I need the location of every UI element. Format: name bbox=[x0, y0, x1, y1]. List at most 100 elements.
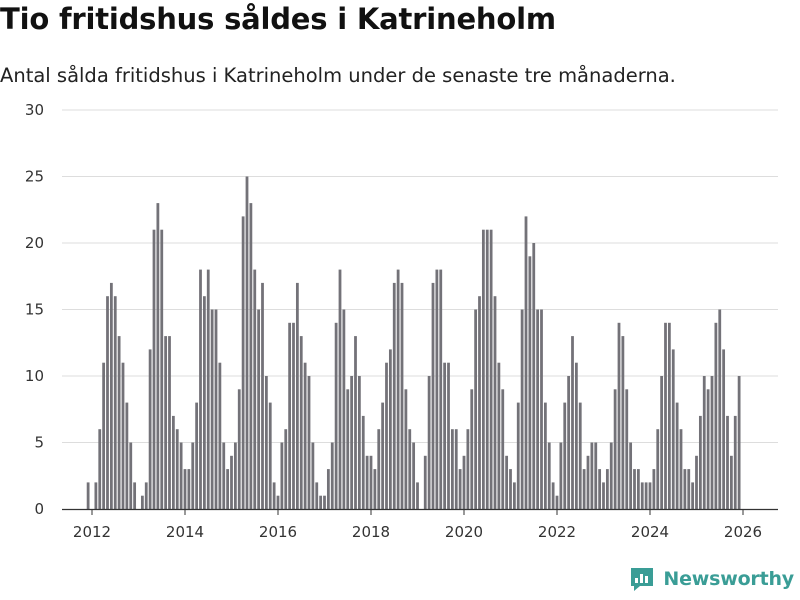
bar bbox=[346, 389, 350, 509]
bar bbox=[373, 469, 377, 509]
bar bbox=[439, 269, 443, 509]
bar bbox=[737, 376, 741, 509]
bar bbox=[602, 482, 605, 509]
bar bbox=[640, 482, 644, 509]
bar bbox=[338, 269, 342, 509]
bar bbox=[106, 296, 109, 509]
bar bbox=[311, 442, 315, 509]
bar bbox=[276, 495, 280, 509]
y-tick-label: 5 bbox=[34, 434, 44, 452]
bar bbox=[706, 389, 710, 509]
bar bbox=[261, 282, 264, 509]
bar bbox=[656, 429, 660, 509]
bar bbox=[512, 482, 516, 509]
bar bbox=[133, 482, 137, 509]
x-tick-label: 2012 bbox=[73, 523, 111, 541]
bar bbox=[578, 402, 582, 509]
bar bbox=[536, 309, 540, 509]
bar bbox=[447, 362, 450, 509]
bar bbox=[400, 282, 404, 509]
bar bbox=[695, 455, 698, 509]
bar bbox=[450, 429, 454, 509]
bar bbox=[629, 442, 633, 509]
bar bbox=[94, 482, 98, 509]
bar bbox=[206, 269, 210, 509]
bar bbox=[594, 442, 598, 509]
x-tick-label: 2020 bbox=[445, 523, 483, 541]
bar bbox=[652, 469, 656, 509]
bar bbox=[264, 376, 268, 509]
bar bbox=[470, 389, 474, 509]
y-tick-label: 20 bbox=[25, 234, 44, 252]
bar bbox=[726, 415, 729, 509]
bar bbox=[667, 322, 671, 509]
bar bbox=[117, 336, 121, 509]
bar bbox=[613, 389, 617, 509]
bar bbox=[241, 216, 245, 509]
bar bbox=[109, 282, 113, 509]
bar bbox=[392, 282, 396, 509]
bar bbox=[168, 336, 171, 509]
bar bbox=[408, 429, 412, 509]
bar bbox=[524, 216, 528, 509]
newsworthy-logo-text: Newsworthy bbox=[663, 568, 794, 590]
bar bbox=[505, 455, 509, 509]
y-tick-label: 15 bbox=[25, 301, 44, 319]
bar bbox=[559, 442, 563, 509]
bar bbox=[547, 442, 551, 509]
y-tick-label: 30 bbox=[25, 101, 44, 119]
bar bbox=[625, 389, 629, 509]
bar bbox=[202, 296, 206, 509]
bar bbox=[218, 362, 222, 509]
x-axis bbox=[62, 508, 778, 515]
bar bbox=[598, 469, 602, 509]
bar bbox=[233, 442, 237, 509]
y-tick-label: 0 bbox=[34, 500, 44, 518]
y-tick-label: 25 bbox=[25, 168, 44, 186]
bar bbox=[330, 442, 334, 509]
bar bbox=[377, 429, 381, 509]
bar bbox=[698, 415, 702, 509]
bar bbox=[532, 243, 536, 509]
bar bbox=[121, 362, 125, 509]
bar bbox=[253, 269, 257, 509]
bar bbox=[288, 322, 292, 509]
bar bbox=[729, 455, 733, 509]
bar bbox=[516, 402, 520, 509]
bar bbox=[582, 469, 586, 509]
x-tick-label: 2018 bbox=[352, 523, 390, 541]
bar bbox=[718, 309, 722, 509]
bar bbox=[555, 495, 559, 509]
newsworthy-logo[interactable]: Newsworthy bbox=[628, 564, 794, 594]
bars bbox=[86, 176, 741, 509]
bar bbox=[687, 469, 691, 509]
bar bbox=[497, 362, 501, 509]
bar bbox=[485, 229, 489, 509]
bar bbox=[257, 309, 261, 509]
bar bbox=[427, 376, 431, 509]
bar bbox=[148, 349, 152, 509]
bar bbox=[563, 402, 567, 509]
bar bbox=[323, 495, 326, 509]
bar bbox=[342, 309, 346, 509]
x-tick-label: 2014 bbox=[166, 523, 204, 541]
tick-labels: 0 5 10 15 20 25 30 10 2012 2014 2016 2018 2020 2022 20… bbox=[25, 0, 762, 541]
newsworthy-logo-icon bbox=[631, 568, 654, 591]
bar bbox=[633, 469, 636, 509]
bar bbox=[183, 469, 187, 509]
bar bbox=[334, 322, 338, 509]
y-tick-label: 10 bbox=[25, 367, 44, 385]
bar bbox=[590, 442, 594, 509]
bar bbox=[423, 455, 427, 509]
bar bbox=[140, 495, 144, 509]
bar bbox=[458, 469, 462, 509]
bar bbox=[369, 455, 373, 509]
bar bbox=[509, 469, 512, 509]
bar bbox=[571, 336, 574, 509]
bar bbox=[683, 469, 687, 509]
bar bbox=[691, 482, 695, 509]
chart-subtitle: Antal sålda fritidshus i Katrineholm und… bbox=[0, 64, 676, 87]
bar bbox=[722, 349, 726, 509]
bar bbox=[385, 362, 388, 509]
